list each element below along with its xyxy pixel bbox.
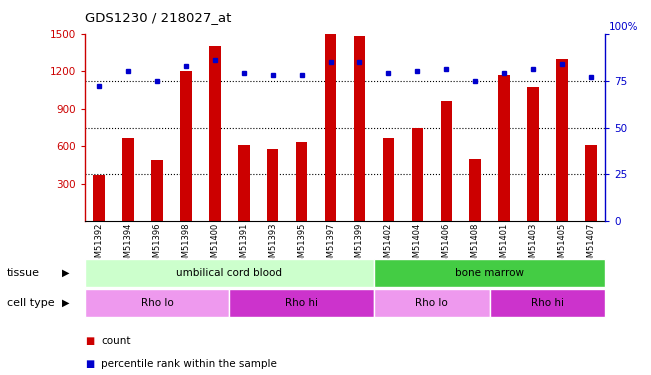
Text: 100%: 100%	[609, 22, 638, 32]
Bar	[93, 175, 105, 221]
Bar	[85, 289, 229, 317]
Text: Rho hi: Rho hi	[531, 298, 564, 308]
Bar	[499, 75, 510, 221]
Text: ■: ■	[85, 336, 94, 346]
Bar	[585, 145, 597, 221]
Text: umbilical cord blood: umbilical cord blood	[176, 268, 283, 278]
Bar	[122, 138, 134, 221]
Text: cell type: cell type	[7, 298, 54, 308]
Bar	[85, 259, 374, 287]
Bar	[556, 59, 568, 221]
Text: ▶: ▶	[62, 268, 70, 278]
Bar	[296, 142, 307, 221]
Bar	[411, 128, 423, 221]
Bar	[209, 46, 221, 221]
Bar	[180, 71, 191, 221]
Bar	[527, 87, 539, 221]
Text: percentile rank within the sample: percentile rank within the sample	[101, 359, 277, 369]
Text: Rho hi: Rho hi	[285, 298, 318, 308]
Bar	[383, 138, 395, 221]
Text: bone marrow: bone marrow	[455, 268, 524, 278]
Bar	[353, 36, 365, 221]
Text: ■: ■	[85, 359, 94, 369]
Bar	[374, 259, 605, 287]
Bar	[229, 289, 374, 317]
Bar	[325, 34, 337, 221]
Text: Rho lo: Rho lo	[415, 298, 448, 308]
Bar	[267, 149, 279, 221]
Text: tissue: tissue	[7, 268, 40, 278]
Text: GDS1230 / 218027_at: GDS1230 / 218027_at	[85, 11, 231, 24]
Bar	[490, 289, 605, 317]
Text: count: count	[101, 336, 130, 346]
Bar	[151, 160, 163, 221]
Bar	[374, 289, 490, 317]
Bar	[469, 159, 481, 221]
Bar	[238, 145, 249, 221]
Text: Rho lo: Rho lo	[141, 298, 173, 308]
Text: ▶: ▶	[62, 298, 70, 308]
Bar	[441, 101, 452, 221]
